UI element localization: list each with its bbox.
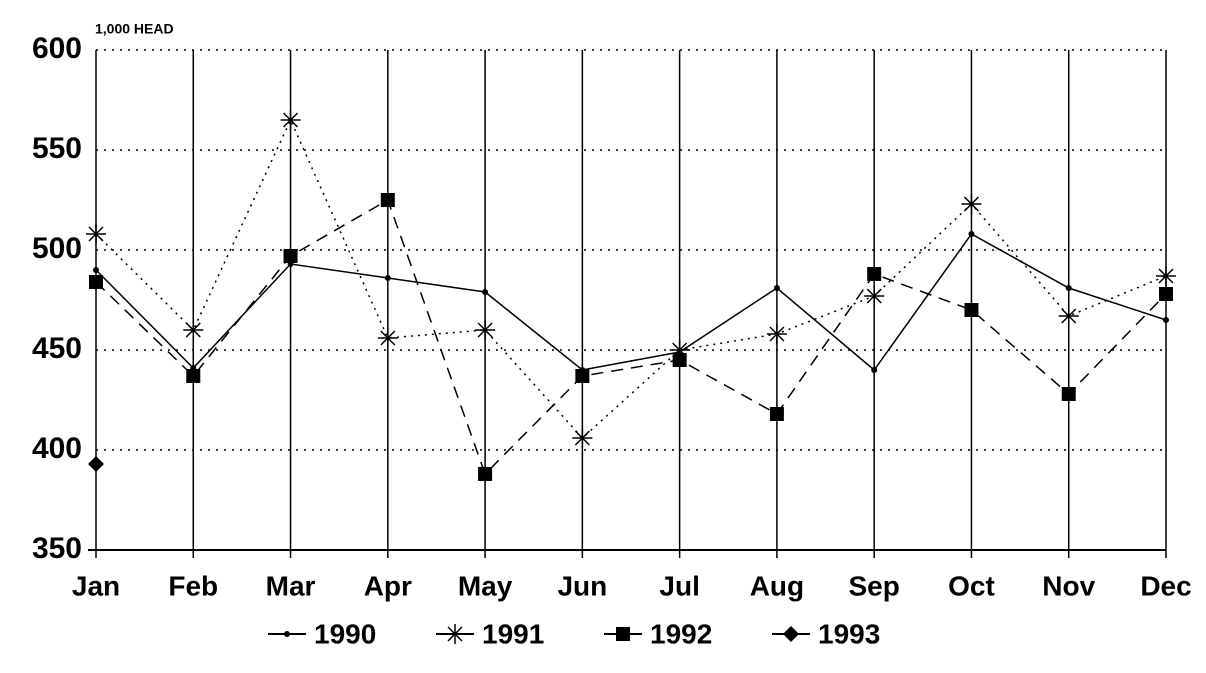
- marker-square: [575, 369, 590, 383]
- x-tick-label: May: [458, 570, 513, 601]
- series-line: [95, 118, 1167, 440]
- series-line: [95, 233, 1167, 372]
- marker-square: [1061, 387, 1076, 401]
- x-tick-label: Mar: [266, 570, 316, 601]
- marker-dot: [482, 289, 489, 295]
- marker-asterisk: [280, 110, 301, 130]
- x-tick-label: Jul: [659, 570, 699, 601]
- marker-square: [964, 303, 979, 317]
- legend-label: 1992: [650, 618, 712, 649]
- marker-diamond: [783, 626, 799, 642]
- x-tick-label: Nov: [1042, 570, 1095, 601]
- x-tick-label: Jan: [72, 570, 120, 601]
- y-tick-label: 450: [32, 332, 82, 365]
- y-tick-label: 500: [32, 232, 82, 265]
- x-tick-label: Sep: [849, 570, 900, 601]
- marker-asterisk: [86, 224, 106, 244]
- legend-label: 1991: [482, 618, 544, 649]
- marker-square: [769, 407, 784, 421]
- marker-square: [186, 369, 201, 383]
- x-tick-label: Aug: [750, 570, 804, 601]
- y-tick-label: 350: [32, 532, 82, 565]
- marker-asterisk: [864, 286, 885, 306]
- marker-square: [1159, 287, 1173, 301]
- marker-dot: [384, 275, 391, 281]
- legend-label: 1990: [314, 618, 376, 649]
- x-tick-label: Jun: [557, 570, 607, 601]
- marker-diamond: [88, 456, 104, 472]
- marker-square: [478, 467, 493, 481]
- marker-dot: [773, 285, 780, 291]
- marker-dot: [871, 367, 878, 373]
- x-tick-label: Feb: [168, 570, 218, 601]
- marker-square: [867, 267, 882, 281]
- y-tick-label: 400: [32, 432, 82, 465]
- marker-asterisk: [475, 320, 496, 340]
- marker-square: [283, 249, 298, 263]
- marker-asterisk: [445, 624, 465, 644]
- marker-asterisk: [961, 194, 982, 214]
- marker-asterisk: [1156, 266, 1176, 286]
- marker-asterisk: [766, 324, 787, 344]
- marker-dot: [1163, 317, 1169, 323]
- marker-dot: [93, 267, 99, 273]
- marker-dot: [1065, 285, 1072, 291]
- marker-asterisk: [1058, 306, 1079, 326]
- series-line: [95, 198, 1167, 476]
- marker-asterisk: [377, 328, 398, 348]
- marker-square: [672, 353, 687, 367]
- y-axis-label: 1,000 HEAD: [95, 21, 174, 37]
- marker-dot: [968, 231, 975, 237]
- marker-asterisk: [183, 320, 204, 340]
- y-tick-label: 600: [32, 32, 82, 65]
- marker-dot: [284, 631, 290, 637]
- marker-asterisk: [572, 428, 593, 448]
- y-tick-label: 550: [32, 132, 82, 165]
- legend-label: 1993: [818, 618, 880, 649]
- marker-square: [616, 627, 630, 641]
- marker-square: [89, 275, 103, 289]
- marker-asterisk: [669, 340, 690, 360]
- x-tick-label: Dec: [1140, 570, 1191, 601]
- x-tick-label: Apr: [364, 570, 412, 601]
- marker-square: [380, 193, 395, 207]
- x-tick-label: Oct: [948, 570, 995, 601]
